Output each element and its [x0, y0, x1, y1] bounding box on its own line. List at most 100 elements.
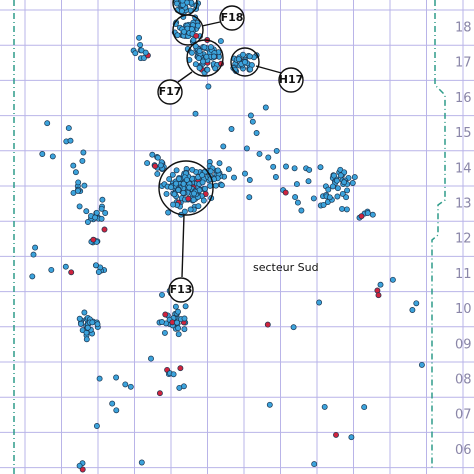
find — [81, 182, 88, 189]
find — [178, 8, 185, 14]
find — [162, 311, 169, 318]
find — [320, 201, 327, 208]
find — [93, 423, 100, 429]
find — [179, 0, 186, 4]
find — [188, 26, 195, 33]
find — [266, 401, 273, 408]
find — [249, 118, 256, 125]
find — [413, 300, 420, 307]
find — [68, 269, 75, 276]
find — [81, 309, 88, 316]
find — [98, 215, 105, 222]
find — [76, 315, 83, 322]
grid-label: 12 — [455, 232, 472, 247]
find — [67, 137, 74, 144]
find — [180, 180, 187, 187]
find — [96, 375, 103, 382]
find — [333, 177, 340, 184]
find — [142, 49, 149, 56]
find — [185, 195, 192, 202]
find — [113, 374, 120, 381]
find — [317, 164, 324, 171]
find — [333, 431, 339, 438]
find — [166, 176, 173, 183]
grid-label: 15 — [455, 126, 472, 141]
find — [292, 194, 299, 201]
find — [349, 180, 356, 186]
find — [374, 287, 381, 294]
find — [343, 206, 350, 213]
find — [195, 55, 202, 62]
find — [242, 59, 248, 66]
find — [207, 182, 214, 189]
find — [77, 320, 84, 327]
find — [282, 189, 289, 196]
find — [48, 266, 55, 273]
find — [83, 336, 90, 343]
feature-label: F18 — [221, 11, 244, 24]
find — [225, 166, 232, 173]
find — [176, 384, 183, 391]
find — [138, 459, 145, 466]
grid-labels: 18 17 16 15 14 13 12 11 10 09 08 07 06 — [455, 21, 472, 458]
find — [175, 331, 182, 338]
find — [44, 120, 51, 127]
find — [177, 365, 184, 372]
grid-label: 17 — [455, 56, 472, 71]
find — [172, 303, 179, 310]
find — [389, 276, 396, 283]
grid-label: 07 — [455, 408, 472, 423]
find — [122, 381, 129, 388]
find — [228, 126, 235, 132]
find — [341, 179, 348, 186]
find — [334, 193, 341, 200]
find — [418, 361, 425, 368]
find — [157, 162, 164, 169]
find — [246, 53, 253, 60]
find — [74, 187, 81, 194]
find — [181, 315, 188, 322]
find — [181, 28, 187, 35]
find — [159, 291, 165, 298]
grid-label: 06 — [455, 443, 472, 458]
find — [339, 205, 345, 212]
find — [49, 153, 56, 160]
find — [132, 50, 139, 57]
find — [348, 434, 355, 441]
find — [188, 49, 195, 56]
find — [193, 32, 200, 39]
find — [149, 151, 156, 158]
find — [156, 390, 163, 397]
find — [90, 236, 97, 243]
find — [101, 226, 108, 233]
find — [95, 269, 102, 275]
find — [253, 130, 260, 136]
find — [89, 319, 96, 326]
find — [351, 174, 358, 181]
find — [199, 179, 206, 186]
find — [311, 461, 318, 468]
find — [294, 199, 301, 206]
find — [212, 182, 219, 189]
grid-label: 13 — [455, 197, 472, 212]
find — [207, 44, 214, 51]
find — [240, 51, 246, 58]
find — [181, 208, 188, 215]
find — [39, 151, 46, 157]
find — [189, 166, 196, 173]
find — [192, 110, 199, 117]
find — [270, 163, 277, 170]
find — [201, 44, 208, 51]
find — [256, 150, 263, 157]
find — [170, 371, 177, 378]
find — [99, 196, 106, 203]
find — [199, 172, 206, 179]
find — [242, 170, 248, 177]
find — [190, 196, 197, 203]
find — [321, 403, 328, 410]
find — [163, 190, 170, 197]
find — [329, 183, 336, 190]
grid-label: 14 — [455, 161, 472, 176]
find — [293, 181, 300, 188]
find — [136, 34, 143, 41]
